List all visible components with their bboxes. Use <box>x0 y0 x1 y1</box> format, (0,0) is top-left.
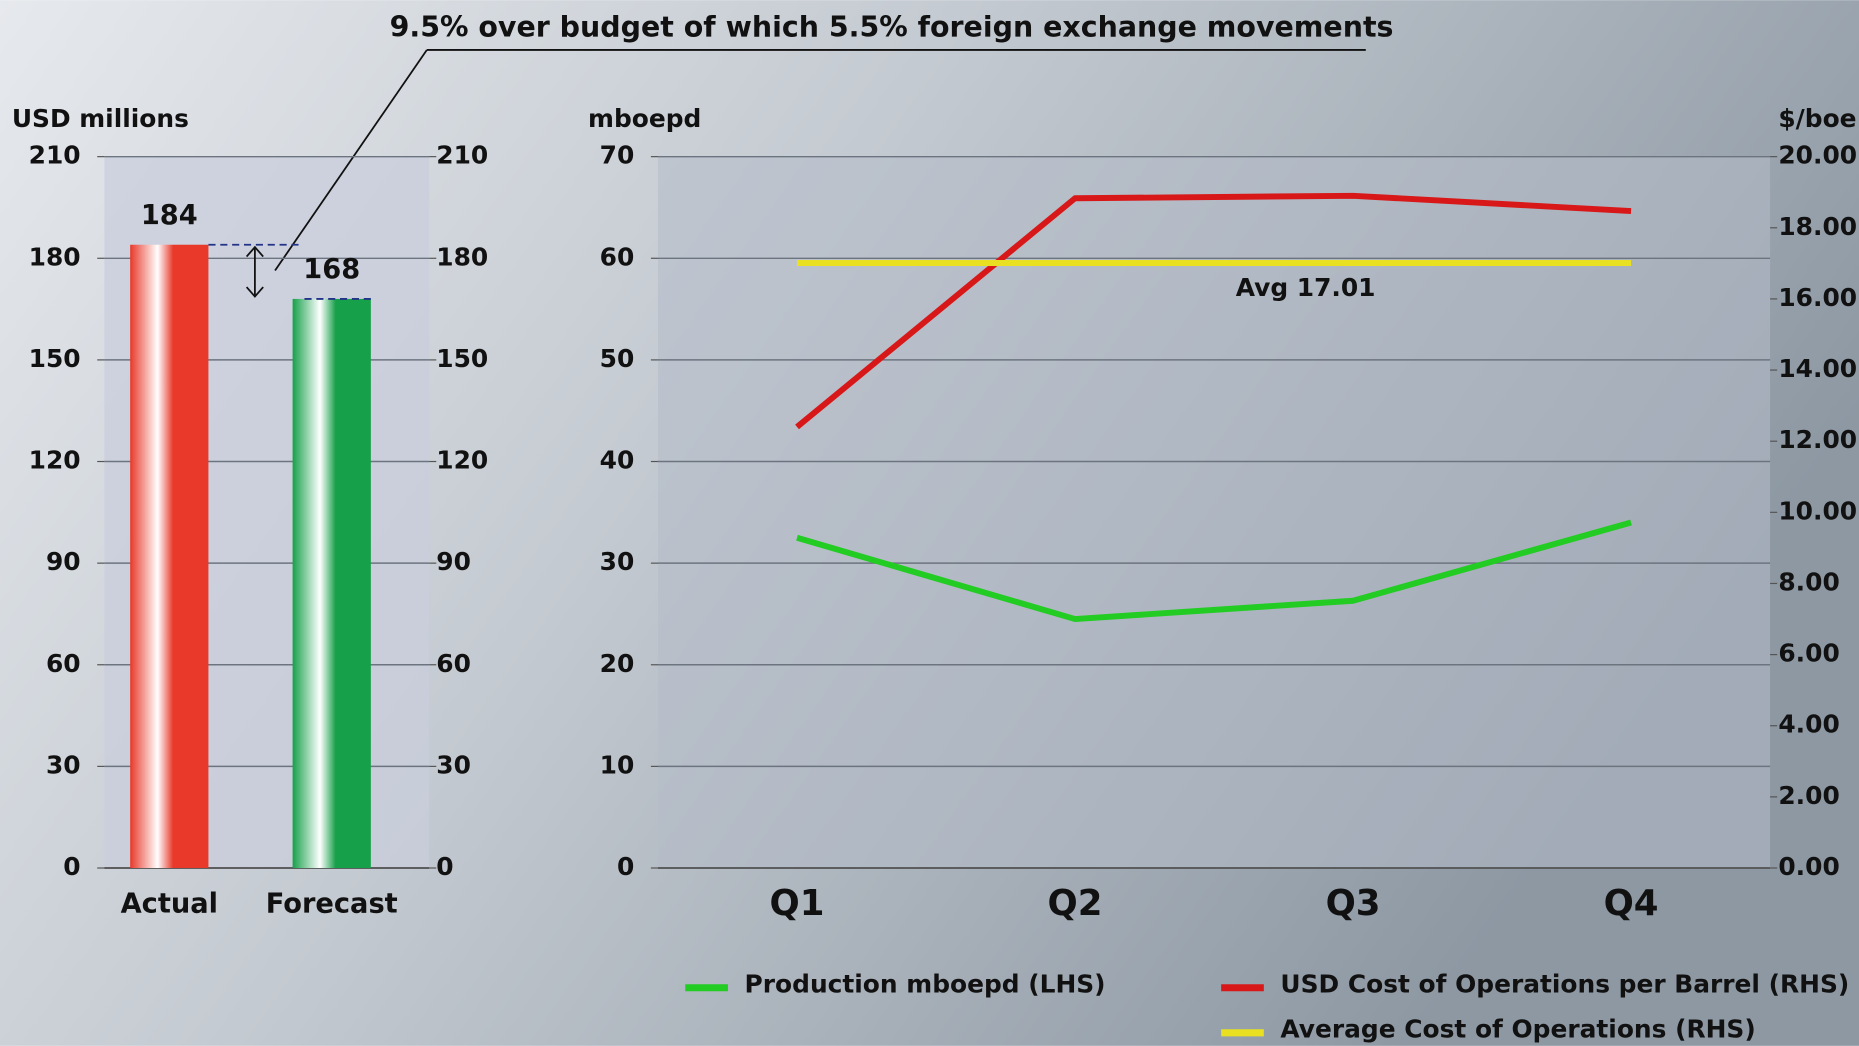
bar <box>292 298 371 869</box>
y-tick-label: 70 <box>600 141 635 170</box>
x-tick-label: Q3 <box>1326 883 1381 924</box>
y2-tick-label: 0 <box>436 852 453 881</box>
x-tick-label: Q4 <box>1604 883 1659 924</box>
y-tick-label: 30 <box>46 750 81 779</box>
y2-tick-label: 8.00 <box>1778 567 1839 596</box>
legend-label: USD Cost of Operations per Barrel (RHS) <box>1280 969 1849 998</box>
y-tick-label: 40 <box>600 446 635 475</box>
y2-tick-label: 14.00 <box>1778 354 1857 383</box>
y2-tick-label: 0.00 <box>1778 852 1839 881</box>
y2-tick-label: 210 <box>436 141 488 170</box>
y-tick-label: 120 <box>29 446 81 475</box>
y-tick-label: 50 <box>600 344 635 373</box>
x-tick-label: Q2 <box>1048 883 1103 924</box>
y2-tick-label: 150 <box>436 344 488 373</box>
y-tick-label: 60 <box>46 649 81 678</box>
y-tick-label: 10 <box>600 750 635 779</box>
value-label: 168 <box>303 254 360 285</box>
y2-tick-label: 120 <box>436 446 488 475</box>
y2-tick-label: 12.00 <box>1778 425 1857 454</box>
x-tick-label: Q1 <box>770 883 825 924</box>
y-tick-label: 180 <box>29 242 81 271</box>
y-tick-label: 60 <box>600 242 635 271</box>
y-tick-label: 0 <box>617 852 634 881</box>
y2-tick-label: 6.00 <box>1778 639 1839 668</box>
y-tick-label: 90 <box>46 547 81 576</box>
y2-tick-label: 90 <box>436 547 471 576</box>
y-axis-label: USD millions <box>12 104 189 133</box>
y2-tick-label: 180 <box>436 242 488 271</box>
y2-tick-label: 30 <box>436 750 471 779</box>
annotation: 9.5% over budget of which 5.5% foreign e… <box>390 11 1394 44</box>
y2-tick-label: 4.00 <box>1778 710 1839 739</box>
y2-axis-label: $/boe <box>1778 104 1856 133</box>
plot-area <box>658 156 1771 869</box>
y2-tick-label: 18.00 <box>1778 212 1857 241</box>
series-line <box>796 519 1632 622</box>
y2-tick-label: 10.00 <box>1778 496 1857 525</box>
value-label: 184 <box>141 200 198 231</box>
series-line <box>795 192 1632 430</box>
annotation: Avg 17.01 <box>1236 273 1376 302</box>
y-tick-label: 210 <box>29 141 81 170</box>
y-tick-label: 150 <box>29 344 81 373</box>
y-tick-label: 20 <box>600 649 635 678</box>
bar <box>130 244 209 869</box>
annotation-leader <box>274 49 428 271</box>
legend-label: Production mboepd (LHS) <box>745 969 1106 998</box>
y2-tick-label: 20.00 <box>1778 141 1857 170</box>
y2-tick-label: 16.00 <box>1778 283 1857 312</box>
y2-tick-label: 2.00 <box>1778 781 1839 810</box>
y-axis-label: mboepd <box>588 104 701 133</box>
y-tick-label: 30 <box>600 547 635 576</box>
y2-tick-label: 60 <box>436 649 471 678</box>
x-tick-label: Forecast <box>266 888 398 919</box>
legend-label: Average Cost of Operations (RHS) <box>1280 1014 1755 1043</box>
y-tick-label: 0 <box>63 852 80 881</box>
arrow-head <box>245 245 264 298</box>
x-tick-label: Actual <box>121 888 218 919</box>
